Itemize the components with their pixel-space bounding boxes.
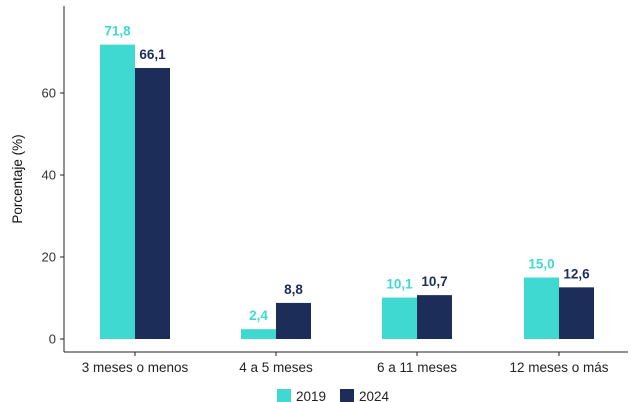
legend-label-2019: 2019 <box>296 389 326 402</box>
y-axis-title: Porcentaje (%) <box>10 134 25 223</box>
x-category-label: 6 a 11 meses <box>377 360 457 375</box>
data-label-2024-3: 10,7 <box>421 274 447 289</box>
data-label-2019-3: 10,1 <box>386 277 413 292</box>
bar-2024-4 <box>559 287 594 339</box>
y-tick-label: 0 <box>49 332 56 347</box>
data-label-2019-4: 15,0 <box>528 257 554 272</box>
bar-2024-2 <box>276 302 311 339</box>
x-category-label: 4 a 5 meses <box>239 360 313 375</box>
legend: 2019 2024 <box>277 389 390 402</box>
x-category-label: 12 meses o más <box>509 360 608 375</box>
x-category-label: 3 meses o menos <box>82 360 189 375</box>
data-label-2024-4: 12,6 <box>563 266 590 281</box>
data-labels: 71,8 66,1 2,4 8,8 10,1 10,7 15,0 12,6 <box>104 24 590 324</box>
legend-label-2024: 2024 <box>359 389 390 402</box>
bar-2024-1 <box>135 67 170 340</box>
bar-2019-1 <box>100 44 135 340</box>
legend-swatch-2024 <box>340 389 354 402</box>
legend-swatch-2019 <box>277 389 291 402</box>
bar-2019-4 <box>524 277 559 339</box>
bar-2019-2 <box>241 329 276 339</box>
y-axis-ticks: 0 20 40 60 <box>42 86 64 347</box>
data-label-2019-2: 2,4 <box>249 308 268 323</box>
data-label-2019-1: 71,8 <box>104 24 131 39</box>
y-tick-label: 60 <box>42 86 56 101</box>
bar-2024-3 <box>417 295 452 339</box>
x-axis-ticks: 3 meses o menos 4 a 5 meses 6 a 11 meses 12… <box>82 352 609 375</box>
y-tick-label: 40 <box>42 168 56 183</box>
bar-2019-3 <box>382 297 417 339</box>
bars <box>100 44 594 340</box>
data-label-2024-2: 8,8 <box>284 282 303 297</box>
data-label-2024-1: 66,1 <box>139 47 166 62</box>
y-tick-label: 20 <box>42 250 56 265</box>
